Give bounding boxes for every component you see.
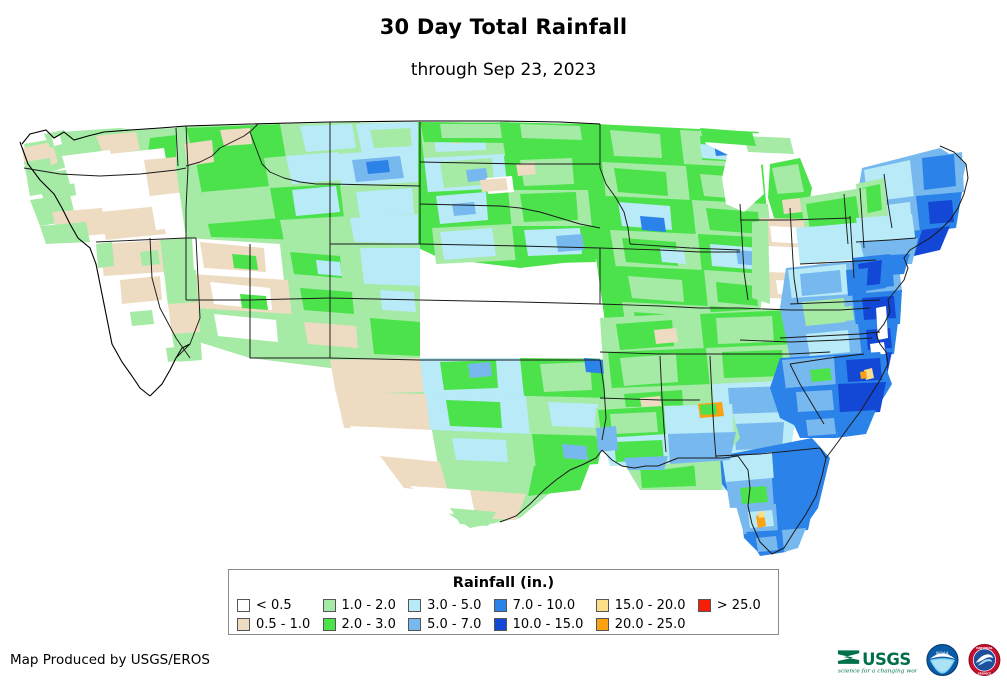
svg-text:science for a changing world: science for a changing world xyxy=(838,669,917,675)
legend-item-label: 15.0 - 20.0 xyxy=(614,598,686,613)
svg-text:NATIONAL: NATIONAL xyxy=(976,646,993,650)
region-texas xyxy=(330,358,610,528)
rainfall-raster xyxy=(20,122,966,556)
legend-item-label: 0.5 - 1.0 xyxy=(256,617,311,632)
legend-item-empty xyxy=(698,615,773,634)
legend-item: < 0.5 xyxy=(237,596,323,615)
legend-swatch-icon xyxy=(595,618,609,631)
legend-swatch-icon xyxy=(322,599,336,612)
legend-item-label: 20.0 - 25.0 xyxy=(614,617,686,632)
legend-swatch-icon xyxy=(408,618,422,631)
legend-swatch-icon xyxy=(237,618,250,631)
legend-swatch-icon xyxy=(237,599,250,612)
svg-text:USGS: USGS xyxy=(862,650,911,669)
legend-swatch-icon xyxy=(697,599,711,612)
region-southwest xyxy=(186,236,420,368)
legend-swatch-icon xyxy=(322,618,336,631)
legend-item-label: 10.0 - 15.0 xyxy=(512,617,584,632)
legend-item: 10.0 - 15.0 xyxy=(493,615,596,634)
map-svg xyxy=(0,108,1007,558)
legend-item: > 25.0 xyxy=(697,596,773,615)
page-title: 30 Day Total Rainfall xyxy=(379,15,628,39)
legend-swatch-icon xyxy=(493,599,507,612)
legend-item: 1.0 - 2.0 xyxy=(322,596,409,615)
legend-item: 5.0 - 7.0 xyxy=(408,615,494,634)
coastline xyxy=(499,145,969,555)
credit-text: Map Produced by USGS/EROS xyxy=(10,652,210,668)
legend-item-label: 5.0 - 7.0 xyxy=(427,617,482,632)
legend-swatch-icon xyxy=(595,599,609,612)
legend-item: 2.0 - 3.0 xyxy=(322,615,409,634)
legend-items: < 0.5 0.5 - 1.0 1.0 - 2.0 2.0 - 3.0 3.0 … xyxy=(237,596,773,634)
svg-text:NOAA: NOAA xyxy=(936,651,949,657)
svg-text:SERVICE: SERVICE xyxy=(978,672,992,676)
legend-item-label: 1.0 - 2.0 xyxy=(341,598,396,613)
rainfall-map xyxy=(0,108,1007,558)
agency-logos: USGS science for a changing world NOAA N… xyxy=(836,636,1001,684)
legend-swatch-icon xyxy=(408,599,422,612)
region-north-border xyxy=(420,122,604,144)
legend-item-label: > 25.0 xyxy=(716,598,761,613)
region-michigan xyxy=(700,128,812,232)
region-northern-rockies xyxy=(176,122,420,252)
legend-item: 7.0 - 10.0 xyxy=(493,596,596,615)
conus-outline xyxy=(19,120,601,397)
nws-logo: NATIONAL SERVICE xyxy=(968,644,1001,676)
state-boundaries xyxy=(23,122,917,459)
noaa-logo: NOAA xyxy=(926,643,959,677)
legend-item: 20.0 - 25.0 xyxy=(595,615,698,634)
legend: Rainfall (in.) < 0.5 0.5 - 1.0 1.0 - 2.0… xyxy=(228,569,779,635)
region-carolinas xyxy=(770,352,892,438)
page-subtitle: through Sep 23, 2023 xyxy=(410,60,597,80)
legend-item: 3.0 - 5.0 xyxy=(408,596,494,615)
usgs-logo: USGS science for a changing world xyxy=(837,650,917,675)
legend-title: Rainfall (in.) xyxy=(452,575,555,591)
region-northeast xyxy=(796,148,966,296)
legend-swatch-icon xyxy=(493,618,507,631)
legend-item: 0.5 - 1.0 xyxy=(237,615,323,634)
legend-item-label: 7.0 - 10.0 xyxy=(512,598,576,613)
region-florida xyxy=(720,438,830,556)
legend-item-label: < 0.5 xyxy=(256,598,292,613)
region-southeast xyxy=(600,308,810,490)
region-gulf-coast xyxy=(594,402,740,470)
legend-item: 15.0 - 20.0 xyxy=(595,596,698,615)
title-block: 30 Day Total Rainfall through Sep 23, 20… xyxy=(0,14,1007,81)
legend-item-label: 3.0 - 5.0 xyxy=(427,598,482,613)
legend-item-label: 2.0 - 3.0 xyxy=(341,617,396,632)
